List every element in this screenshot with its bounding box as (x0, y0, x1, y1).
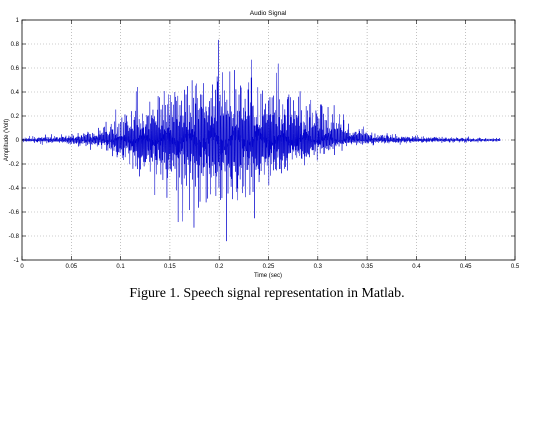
x-tick-label: 0.05 (65, 264, 77, 270)
y-tick-label: 0.8 (11, 42, 20, 48)
x-tick-label: 0.45 (460, 264, 472, 270)
signal-layer (21, 39, 501, 242)
x-tick-label: 0.1 (116, 264, 125, 270)
x-tick-label: 0.4 (412, 264, 421, 270)
chart-svg: 0 0.05 0.1 0.15 0.2 0.25 0.3 0.35 0.4 0.45 0.5 -1 -0… (4, 10, 520, 279)
y-tick-label: 0.6 (11, 66, 20, 72)
y-axis-label: Amplitude (Volt) (4, 119, 10, 161)
y-tick-label: 0 (16, 138, 20, 144)
y-tick-label: -0.8 (9, 234, 20, 240)
x-tick-label: 0.15 (164, 264, 176, 270)
figure-caption: Figure 1. Speech signal representation i… (129, 286, 405, 301)
x-tick-label: 0.35 (361, 264, 373, 270)
y-tick-label: 1 (16, 18, 20, 24)
audio-signal-line (21, 39, 501, 242)
y-tick-label: -0.6 (9, 210, 20, 216)
x-axis-label: Time (sec) (254, 273, 282, 279)
x-tick-label: 0.2 (215, 264, 224, 270)
y-tick-label: 0.2 (11, 114, 20, 120)
chart-title: Audio Signal (250, 10, 287, 17)
x-tick-label: 0.5 (511, 264, 520, 270)
y-tick-label: -0.2 (9, 162, 20, 168)
y-tick-label: -1 (14, 258, 20, 264)
tick-layer: 0 0.05 0.1 0.15 0.2 0.25 0.3 0.35 0.4 0.45 0.5 -1 -0… (9, 18, 520, 270)
x-tick-label: 0 (20, 264, 24, 270)
y-tick-label: 0.4 (11, 90, 20, 96)
chart-figure: 0 0.05 0.1 0.15 0.2 0.25 0.3 0.35 0.4 0.45 0.5 -1 -0… (4, 10, 520, 279)
y-tick-label: -0.4 (9, 186, 20, 192)
x-tick-label: 0.3 (314, 264, 323, 270)
x-tick-label: 0.25 (263, 264, 275, 270)
